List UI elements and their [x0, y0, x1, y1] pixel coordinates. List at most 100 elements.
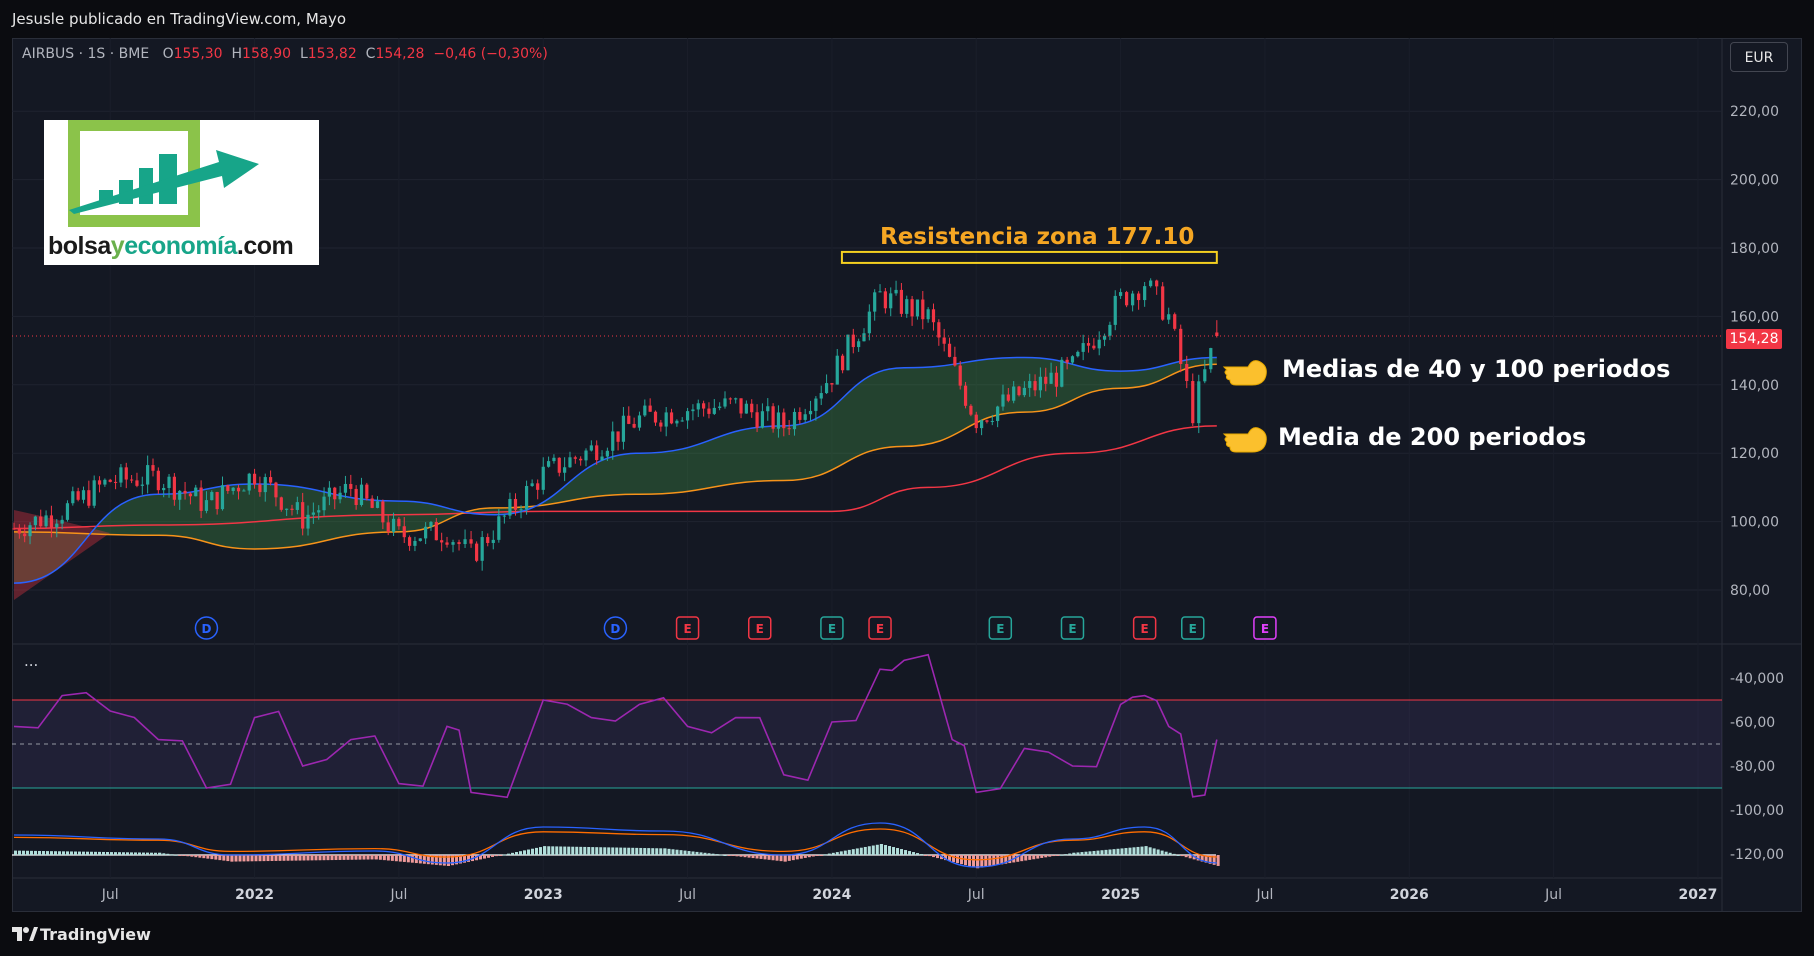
footer — [0, 912, 1814, 956]
logo-chart-icon — [68, 119, 259, 227]
time-axis-label: Jul — [101, 887, 119, 903]
candle-body — [381, 501, 385, 523]
symbol-name[interactable]: AIRBUS · 1S · BME — [22, 46, 150, 62]
candle-body — [905, 299, 909, 314]
macd-histogram-bar — [647, 848, 651, 855]
macd-histogram-bar — [358, 855, 362, 860]
macd-histogram-bar — [487, 855, 491, 858]
macd-histogram-bar — [194, 855, 198, 858]
macd-histogram-bar — [274, 855, 278, 861]
candle-body — [497, 516, 501, 540]
candle-body — [252, 473, 257, 485]
indicator-axis-label: -60,00 — [1730, 715, 1775, 731]
candle-body — [675, 420, 679, 424]
candle-body — [1022, 387, 1026, 396]
macd-histogram-bar — [679, 850, 683, 855]
price-axis-label: 100,00 — [1730, 515, 1779, 531]
macd-histogram-bar — [218, 855, 222, 861]
macd-histogram-bar — [527, 849, 531, 855]
candle-body — [755, 412, 759, 428]
candle-body — [226, 485, 230, 491]
macd-histogram-bar — [1156, 849, 1160, 855]
indicator-axis-label: -80,00 — [1730, 759, 1775, 775]
candle-body — [637, 415, 642, 428]
tradingview-brand[interactable]: TradingView — [40, 925, 151, 944]
macd-histogram-bar — [687, 851, 691, 855]
macd-histogram-bar — [559, 846, 563, 855]
macd-histogram-bar — [751, 855, 755, 859]
candle-body — [1044, 376, 1048, 384]
macd-histogram-bar — [106, 852, 109, 855]
candle-body — [269, 477, 273, 483]
macd-histogram-bar — [563, 846, 567, 855]
macd-histogram-bar — [1196, 855, 1200, 861]
candle-body — [819, 393, 823, 399]
macd-histogram-bar — [18, 850, 21, 855]
macd-histogram-bar — [747, 855, 751, 858]
macd-histogram-bar — [178, 855, 182, 856]
candle-body — [445, 542, 449, 545]
candle-body — [103, 479, 107, 485]
ma-40-100-annotation: Medias de 40 y 100 periodos — [1282, 355, 1671, 383]
macd-histogram-bar — [507, 853, 511, 855]
indicator-menu-button[interactable]: ... — [24, 652, 39, 670]
indicator-axis-label: -120,00 — [1730, 847, 1784, 863]
macd-histogram-bar — [671, 849, 675, 855]
macd-histogram-bar — [270, 855, 274, 861]
macd-histogram-bar — [170, 854, 174, 856]
macd-histogram-bar — [1080, 852, 1084, 855]
low-value: 153,82 — [307, 46, 357, 62]
publisher-text: Jesusle publicado en TradingView.com, Ma… — [12, 10, 347, 28]
macd-histogram-bar — [62, 851, 65, 855]
candle-body — [953, 356, 957, 366]
macd-histogram-bar — [90, 851, 93, 855]
time-axis-label: Jul — [678, 887, 696, 903]
candle-body — [71, 491, 75, 504]
candle-body — [204, 500, 209, 511]
earnings-box — [868, 616, 892, 640]
macd-histogram-bar — [587, 847, 591, 855]
event-marker-earnings-up: E — [1181, 616, 1205, 640]
bolsa-logo: bolsayeconomía.com — [44, 119, 319, 265]
macd-histogram-bar — [1068, 853, 1072, 855]
ohlc-legend: AIRBUS · 1S · BME O155,30 H158,90 L153,8… — [22, 46, 548, 62]
candle-body — [28, 525, 32, 537]
price-axis-label: 160,00 — [1730, 309, 1779, 325]
macd-histogram-bar — [410, 855, 414, 863]
candle-body — [1143, 286, 1147, 301]
candle-body — [418, 538, 422, 541]
candle-body — [685, 411, 690, 421]
macd-histogram-bar — [555, 846, 559, 855]
macd-histogram-bar — [855, 848, 859, 855]
macd-histogram-bar — [1128, 847, 1132, 855]
candle-body — [156, 470, 160, 491]
macd-histogram-bar — [615, 847, 619, 855]
currency-button[interactable]: EUR — [1730, 42, 1788, 72]
candle-body — [295, 502, 299, 510]
macd-histogram-bar — [434, 855, 438, 865]
event-marker-dividend: D — [194, 616, 219, 640]
macd-histogram-bar — [896, 848, 900, 855]
candle-body — [910, 299, 914, 317]
macd-histogram-bar — [366, 855, 370, 860]
price-axis-label: 80,00 — [1730, 583, 1770, 599]
macd-histogram-bar — [118, 852, 121, 855]
candle-body — [808, 410, 813, 415]
macd-histogram-bar — [322, 855, 326, 861]
candle-body — [718, 406, 722, 408]
tradingview-logo-icon[interactable] — [12, 925, 38, 943]
dividend-circle — [194, 616, 219, 640]
candle-body — [1155, 280, 1159, 287]
macd-histogram-bar — [402, 855, 406, 862]
candle-body — [258, 484, 262, 493]
macd-histogram-bar — [1052, 855, 1056, 857]
macd-histogram-bar — [250, 855, 254, 862]
macd-histogram-bar — [1184, 855, 1188, 858]
macd-histogram-bar — [350, 855, 354, 860]
macd-histogram-bar — [823, 854, 827, 856]
candle-body — [1179, 328, 1183, 365]
macd-histogram-bar — [282, 855, 286, 861]
high-value: 158,90 — [242, 46, 292, 62]
candle-body — [595, 445, 599, 461]
